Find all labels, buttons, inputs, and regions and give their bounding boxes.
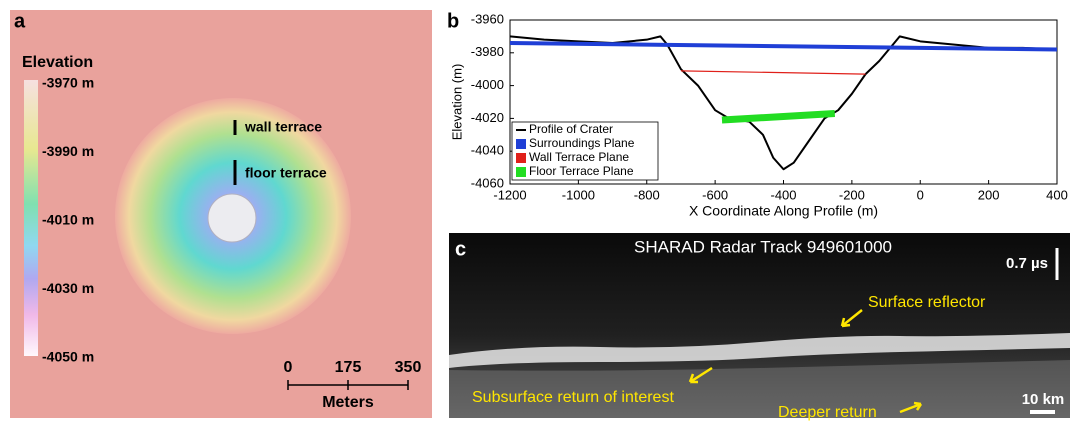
x-axis-label: X Coordinate Along Profile (m): [689, 203, 878, 219]
colorbar-tick-label: -4010 m: [42, 212, 94, 228]
x-tick-label: -1000: [562, 187, 595, 202]
colorbar-tick-label: -4050 m: [42, 349, 94, 365]
y-axis-label: Elevation (m): [449, 64, 464, 141]
annotation: Subsurface return of interest: [472, 389, 674, 406]
legend-label: Profile of Crater: [529, 122, 613, 136]
annotation: Surface reflector: [868, 294, 986, 311]
legend-label: Floor Terrace Plane: [529, 164, 634, 178]
legend-box: [511, 121, 659, 181]
colorbar-tick-label: -4030 m: [42, 280, 94, 296]
y-tick-label: -3980: [471, 44, 504, 59]
x-tick-label: -800: [634, 187, 660, 202]
annotation: wall terrace: [244, 119, 322, 135]
y-tick-label: -3960: [471, 11, 504, 26]
x-tick-label: -600: [702, 187, 728, 202]
y-tick-label: -4040: [471, 143, 504, 158]
scale-unit: Meters: [322, 394, 374, 411]
colorbar-tick-label: -3970 m: [42, 75, 94, 91]
legend-swatch: [516, 153, 526, 163]
x-tick-label: 200: [978, 187, 1000, 202]
scale-tick-label: 0: [284, 359, 293, 376]
distance-scale-label: 10 km: [1022, 391, 1065, 408]
legend-label: Surroundings Plane: [529, 136, 635, 150]
y-tick-label: -4060: [471, 175, 504, 190]
colorbar-title: Elevation: [22, 54, 93, 71]
series-line: [721, 109, 835, 124]
panel-label: b: [447, 10, 459, 32]
colorbar: [24, 80, 38, 356]
legend-swatch: [516, 129, 526, 131]
panel-label: a: [14, 10, 26, 32]
x-tick-label: 0: [917, 187, 924, 202]
time-scale-label: 0.7 µs: [1006, 255, 1048, 272]
legend-label: Wall Terrace Plane: [529, 150, 629, 164]
arrows: [688, 309, 923, 414]
panel-label: c: [455, 238, 466, 260]
central-mound: [207, 193, 257, 243]
annotation: Deeper return: [778, 404, 877, 421]
y-tick-label: -4000: [471, 77, 504, 92]
legend-swatch: [516, 139, 526, 149]
series-line: [509, 40, 1058, 52]
series-line: [680, 70, 866, 75]
annotation: floor terrace: [245, 165, 327, 181]
x-tick-label: -400: [770, 187, 796, 202]
surface-reflector-band: [449, 333, 1070, 368]
scale-tick-label: 350: [395, 359, 422, 376]
x-tick-label: -200: [839, 187, 865, 202]
legend-swatch: [516, 167, 526, 177]
x-tick-label: -1200: [493, 187, 526, 202]
radar-title: SHARAD Radar Track 949601000: [634, 237, 892, 256]
x-tick-label: 400: [1046, 187, 1068, 202]
series-line: [509, 35, 1058, 171]
scale-tick-label: 175: [335, 359, 362, 376]
y-tick-label: -4020: [471, 110, 504, 125]
colorbar-tick-label: -3990 m: [42, 143, 94, 159]
